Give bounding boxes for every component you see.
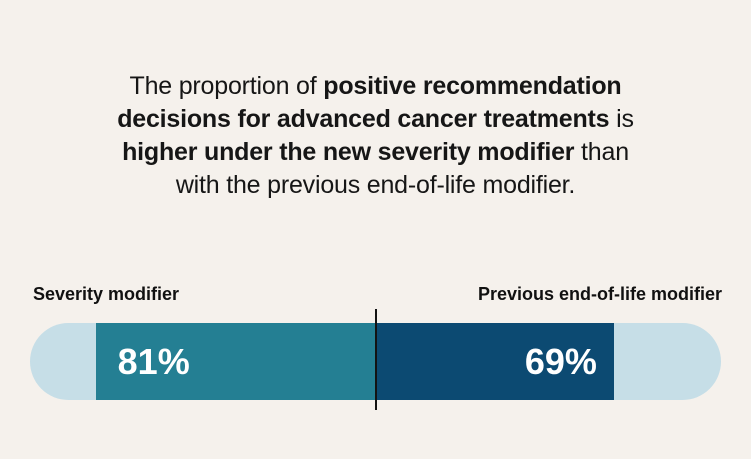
bar-value-previous: 69% — [524, 341, 597, 382]
headline: The proportion of positive recommendatio… — [0, 70, 751, 202]
headline-line: with the previous end-of-life modifier. — [175, 171, 576, 199]
bar-severity: 81% — [95, 323, 376, 400]
headline-line: The proportion of positive recommendatio… — [129, 72, 622, 100]
bar-previous: 69% — [375, 323, 614, 400]
bar-label-severity: Severity modifier — [33, 284, 180, 304]
bar-label-previous: Previous end-of-life modifier — [477, 284, 722, 304]
bar-center-divider-line — [374, 309, 377, 410]
headline-line: higher under the new severity modifier t… — [122, 138, 629, 166]
headline-line: decisions for advanced cancer treatments… — [117, 105, 634, 133]
bar-value-severity: 81% — [117, 341, 190, 382]
